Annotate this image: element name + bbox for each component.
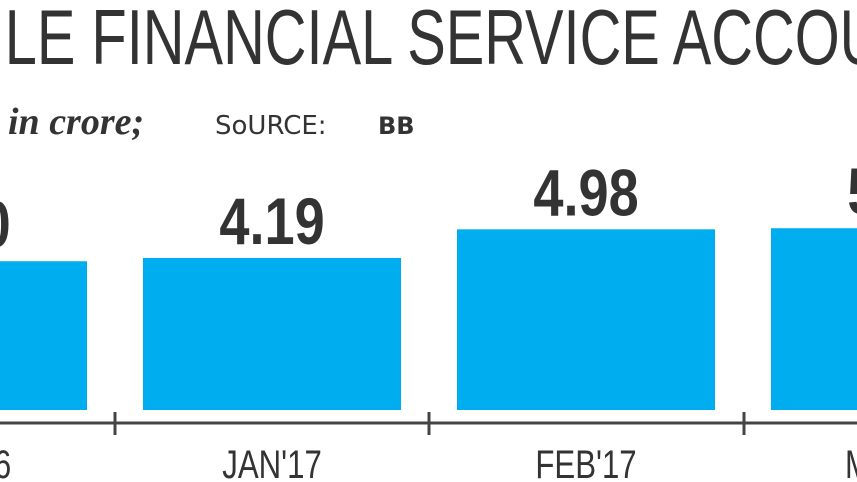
- value-label: 5.01: [847, 154, 857, 228]
- x-tick-label: MAR'17: [845, 442, 857, 482]
- source-label: SoURCE:: [215, 111, 327, 141]
- value-label: 4.10: [0, 187, 11, 261]
- chart-subtitle: in crore;: [8, 101, 144, 143]
- source: BB: [378, 112, 415, 140]
- x-tick-label: JAN'17: [222, 442, 322, 482]
- bar: [771, 228, 857, 410]
- x-tick-label: DEC'16: [0, 442, 11, 482]
- value-label: 4.98: [533, 155, 638, 229]
- x-tick-label: FEB'17: [535, 442, 636, 482]
- bar: [457, 229, 715, 410]
- chart-title: MOBILE FINANCIAL SERVICE ACCOUNTS: [0, 0, 857, 81]
- bar: [143, 257, 401, 410]
- value-label: 4.19: [219, 184, 324, 258]
- bar: [0, 261, 87, 410]
